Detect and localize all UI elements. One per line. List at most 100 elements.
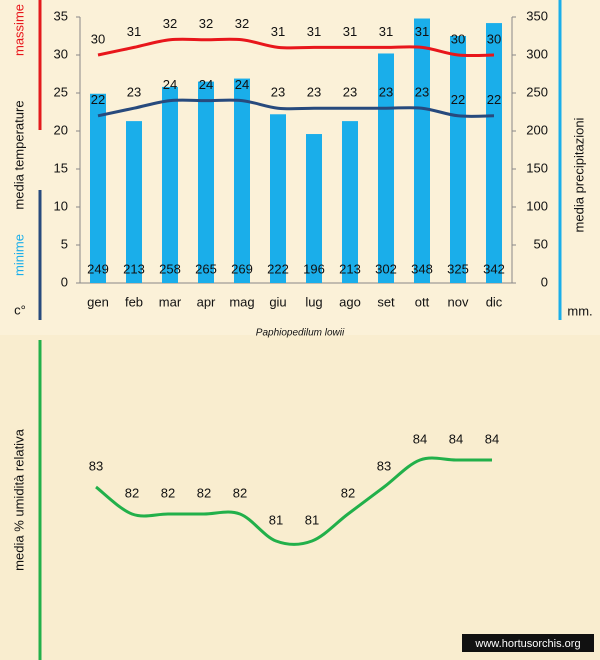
line-value-label: 22 — [451, 92, 465, 107]
y2-tick-label: 0 — [541, 274, 548, 289]
line-value-label: 32 — [235, 16, 249, 31]
line-value-label: 22 — [487, 92, 501, 107]
bar-value-label: 249 — [87, 261, 109, 276]
line-value-label: 82 — [161, 485, 175, 500]
line-value-label: 24 — [163, 77, 177, 92]
x-tick-label: mag — [229, 294, 254, 309]
line-value-label: 23 — [415, 85, 429, 100]
line-value-label: 23 — [343, 85, 357, 100]
line-value-label: 31 — [307, 24, 321, 39]
bar-value-label: 213 — [123, 261, 145, 276]
y2-tick-label: 150 — [526, 160, 548, 175]
y-axis-label: media temperature — [11, 100, 26, 209]
bar — [486, 23, 502, 284]
bar-value-label: 196 — [303, 261, 325, 276]
y2-tick-label: 100 — [526, 198, 548, 213]
line-value-label: 22 — [91, 92, 105, 107]
bar-value-label: 342 — [483, 261, 505, 276]
line-value-label: 83 — [89, 458, 103, 473]
line-value-label: 31 — [127, 24, 141, 39]
bar — [450, 36, 466, 283]
line-value-label: 31 — [415, 24, 429, 39]
line-value-label: 31 — [271, 24, 285, 39]
y-tick-label: 35 — [54, 8, 68, 23]
line-value-label: 30 — [91, 31, 105, 46]
line-value-label: 23 — [127, 85, 141, 100]
line — [97, 37, 495, 58]
bar — [270, 114, 286, 283]
line-value-label: 24 — [235, 77, 249, 92]
line — [97, 98, 495, 118]
x-tick-label: mar — [159, 294, 182, 309]
line-value-label: 32 — [199, 16, 213, 31]
y-tick-label: 10 — [54, 198, 68, 213]
line-value-label: 23 — [379, 85, 393, 100]
bar — [342, 121, 358, 284]
y-tick-label: 20 — [54, 122, 68, 137]
bar — [198, 81, 214, 283]
line-value-label: 30 — [487, 31, 501, 46]
y2-axis-label: media precipitazioni — [571, 117, 586, 232]
y-tick-label: 25 — [54, 84, 68, 99]
bar — [162, 86, 178, 283]
line-value-label: 82 — [125, 485, 139, 500]
x-tick-label: lug — [305, 294, 322, 309]
line-value-label: 82 — [233, 485, 247, 500]
line-value-label: 23 — [307, 85, 321, 100]
bar — [234, 78, 250, 283]
bar-value-label: 258 — [159, 261, 181, 276]
line-value-label: 30 — [451, 31, 465, 46]
line-value-label: 84 — [485, 431, 499, 446]
bar-value-label: 348 — [411, 261, 433, 276]
y2-tick-label: 250 — [526, 84, 548, 99]
line-value-label: 23 — [271, 85, 285, 100]
y2-unit: mm. — [567, 303, 592, 318]
axis-label-max: massime — [11, 4, 26, 56]
bar-value-label: 325 — [447, 261, 469, 276]
x-tick-label: feb — [125, 294, 143, 309]
bar-value-label: 269 — [231, 261, 253, 276]
x-tick-label: dic — [486, 294, 503, 309]
line-value-label: 24 — [199, 77, 213, 92]
humidity-axis-label: media % umidità relativa — [11, 428, 26, 570]
x-tick-label: nov — [448, 294, 469, 309]
line-value-label: 31 — [379, 24, 393, 39]
line-value-label: 83 — [377, 458, 391, 473]
bar-value-label: 265 — [195, 261, 217, 276]
bar-value-label: 302 — [375, 261, 397, 276]
bar — [414, 18, 430, 284]
watermark: www.hortusorchis.org — [474, 638, 580, 650]
x-tick-label: gen — [87, 294, 109, 309]
x-tick-label: apr — [197, 294, 216, 309]
y2-tick-label: 350 — [526, 8, 548, 23]
line-value-label: 82 — [197, 485, 211, 500]
line-value-label: 81 — [305, 512, 319, 527]
line-value-label: 32 — [163, 16, 177, 31]
y2-tick-label: 300 — [526, 46, 548, 61]
line-value-label: 81 — [269, 512, 283, 527]
y-unit: c° — [14, 302, 26, 317]
subtitle: Paphiopedilum lowii — [256, 328, 345, 339]
y-tick-label: 0 — [61, 274, 68, 289]
line-value-label: 84 — [413, 431, 427, 446]
bar — [378, 53, 394, 284]
line — [95, 456, 492, 546]
x-tick-label: set — [377, 294, 395, 309]
watermark-bg — [462, 634, 594, 652]
bar — [306, 134, 322, 283]
line-value-label: 82 — [341, 485, 355, 500]
bar-value-label: 213 — [339, 261, 361, 276]
bar-value-label: 222 — [267, 261, 289, 276]
x-tick-label: giu — [269, 294, 286, 309]
bar — [90, 93, 106, 283]
y-tick-label: 15 — [54, 160, 68, 175]
y-tick-label: 5 — [61, 236, 68, 251]
line-value-label: 84 — [449, 431, 463, 446]
y2-tick-label: 200 — [526, 122, 548, 137]
x-tick-label: ott — [415, 294, 430, 309]
y-tick-label: 30 — [54, 46, 68, 61]
axis-label-min: minime — [11, 234, 26, 276]
y2-tick-label: 50 — [534, 236, 548, 251]
x-tick-label: ago — [339, 294, 361, 309]
